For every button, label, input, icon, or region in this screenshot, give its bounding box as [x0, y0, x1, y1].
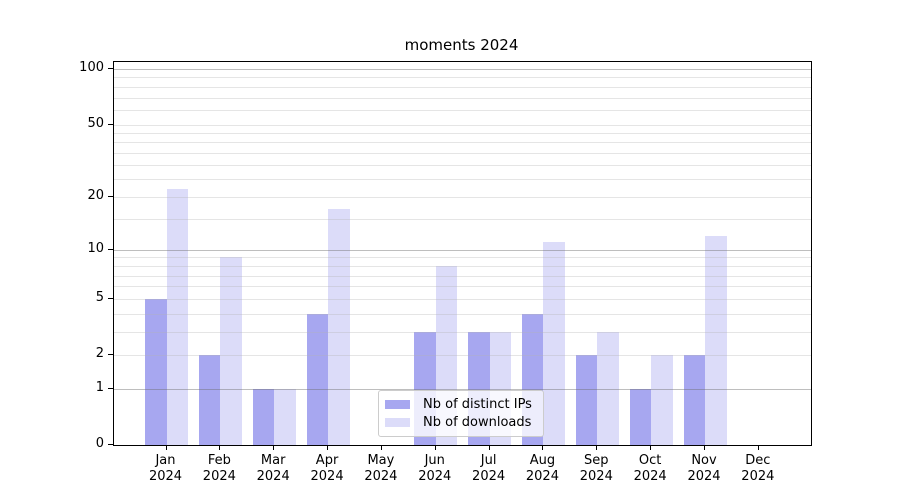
y-tick-0 — [108, 444, 113, 445]
x-tick-label-aug: Aug 2024 — [525, 453, 559, 484]
bar-nb-of-distinct-ips-mar — [252, 388, 275, 445]
minor-gridline-40 — [114, 142, 811, 144]
x-tick-label-sep: Sep 2024 — [579, 453, 613, 484]
y-tick-label-10: 10 — [87, 240, 104, 256]
legend-swatch-distinct-ips — [385, 399, 410, 409]
minor-gridline-5 — [114, 298, 811, 300]
x-tick-label-nov: Nov 2024 — [687, 453, 721, 484]
legend-row-downloads: Nb of downloads — [385, 415, 537, 430]
y-tick-label-20: 20 — [87, 187, 104, 203]
minor-gridline-9 — [114, 257, 811, 259]
chart-title: moments 2024 — [404, 36, 519, 54]
minor-gridline-7 — [114, 275, 811, 277]
minor-gridline-35 — [114, 152, 811, 154]
y-tick-label-2: 2 — [95, 346, 104, 362]
x-tick-feb — [219, 445, 221, 450]
minor-gridline-25 — [114, 179, 811, 181]
bar-nb-of-downloads-aug — [543, 242, 565, 445]
bar-nb-of-downloads-nov — [705, 235, 727, 445]
minor-gridline-90 — [114, 77, 811, 79]
bar-nb-of-downloads-sep — [597, 332, 619, 445]
legend-label-downloads: Nb of downloads — [423, 415, 532, 431]
y-tick-10 — [108, 248, 113, 250]
legend: Nb of distinct IPs Nb of downloads — [378, 390, 544, 437]
minor-gridline-80 — [114, 86, 811, 88]
y-tick-2 — [108, 354, 113, 356]
y-tick-5 — [108, 297, 113, 299]
x-tick-oct — [650, 445, 652, 450]
y-tick-50 — [108, 123, 113, 125]
legend-label-distinct-ips: Nb of distinct IPs — [423, 396, 532, 412]
y-tick-1 — [108, 387, 113, 389]
x-tick-mar — [273, 445, 275, 450]
x-tick-label-jul: Jul 2024 — [472, 453, 506, 484]
x-tick-label-jun: Jun 2024 — [418, 453, 452, 484]
x-tick-may — [380, 445, 382, 450]
minor-gridline-45 — [114, 132, 811, 134]
x-tick-apr — [327, 445, 329, 450]
minor-gridline-2 — [114, 355, 811, 357]
y-tick-100 — [108, 67, 113, 69]
major-gridline-1 — [114, 388, 811, 390]
legend-row-distinct-ips: Nb of distinct IPs — [385, 397, 537, 412]
minor-gridline-8 — [114, 265, 811, 267]
minor-gridline-60 — [114, 109, 811, 111]
x-tick-dec — [757, 445, 759, 450]
x-tick-sep — [596, 445, 598, 450]
minor-gridline-4 — [114, 313, 811, 315]
bar-nb-of-downloads-feb — [220, 257, 242, 445]
x-tick-jan — [165, 445, 167, 450]
major-gridline-10 — [114, 249, 811, 251]
bar-nb-of-downloads-apr — [328, 209, 350, 445]
minor-gridline-20 — [114, 196, 811, 198]
x-tick-aug — [542, 445, 544, 450]
x-tick-label-mar: Mar 2024 — [256, 453, 290, 484]
minor-gridline-30 — [114, 165, 811, 167]
minor-gridline-50 — [114, 124, 811, 126]
x-tick-label-oct: Oct 2024 — [633, 453, 667, 484]
y-tick-label-0: 0 — [95, 436, 104, 451]
bar-nb-of-distinct-ips-apr — [306, 313, 329, 445]
x-tick-label-feb: Feb 2024 — [202, 453, 236, 484]
bar-nb-of-distinct-ips-oct — [629, 388, 652, 445]
bar-nb-of-downloads-mar — [274, 388, 296, 445]
x-tick-jul — [488, 445, 490, 450]
plot-area — [113, 61, 812, 446]
bar-nb-of-downloads-oct — [651, 355, 673, 445]
y-tick-label-50: 50 — [87, 115, 104, 131]
x-tick-nov — [704, 445, 705, 450]
minor-gridline-15 — [114, 219, 811, 221]
legend-swatch-downloads — [385, 418, 410, 428]
bar-nb-of-downloads-jan — [166, 189, 188, 445]
x-tick-jun — [434, 445, 436, 450]
minor-gridline-70 — [114, 97, 811, 99]
x-tick-label-apr: Apr 2024 — [310, 453, 344, 484]
x-tick-label-jan: Jan 2024 — [148, 453, 183, 484]
bar-nb-of-distinct-ips-nov — [683, 355, 705, 445]
x-tick-label-dec: Dec 2024 — [741, 453, 775, 484]
y-tick-label-1: 1 — [95, 379, 104, 395]
x-tick-label-may: May 2024 — [364, 453, 398, 484]
minor-gridline-6 — [114, 286, 811, 288]
bar-nb-of-distinct-ips-sep — [575, 355, 598, 445]
bar-nb-of-distinct-ips-feb — [198, 355, 221, 445]
y-tick-20 — [108, 195, 113, 197]
major-gridline-100 — [114, 68, 811, 70]
y-tick-label-5: 5 — [95, 289, 104, 305]
minor-gridline-3 — [114, 332, 811, 334]
y-tick-label-100: 100 — [79, 59, 104, 75]
bar-nb-of-distinct-ips-jan — [145, 298, 167, 445]
